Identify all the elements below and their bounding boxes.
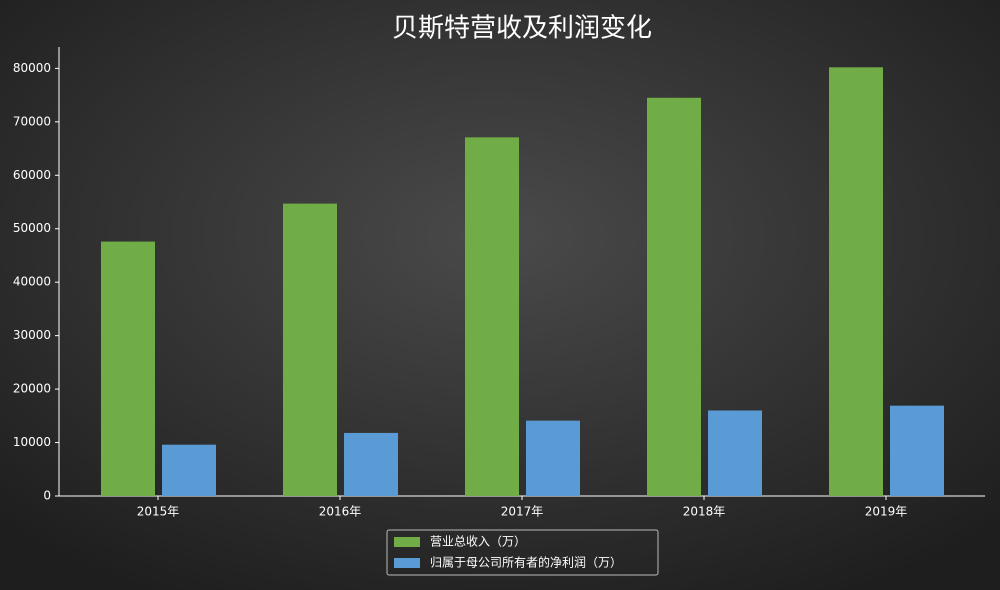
chart-title: 贝斯特营收及利润变化: [392, 14, 652, 44]
y-tick-label: 60000: [13, 168, 51, 182]
y-tick-label: 30000: [13, 328, 51, 342]
x-tick-label: 2017年: [501, 505, 544, 519]
bar: [283, 203, 337, 496]
y-tick-label: 50000: [13, 221, 51, 235]
y-tick-label: 20000: [13, 382, 51, 396]
y-tick-label: 80000: [13, 61, 51, 75]
y-tick-label: 40000: [13, 275, 51, 289]
bar: [829, 67, 883, 497]
bar: [708, 410, 762, 496]
bar: [890, 405, 944, 496]
x-tick-label: 2018年: [683, 505, 726, 519]
x-tick-label: 2015年: [137, 505, 180, 519]
bar: [162, 444, 216, 496]
bar: [344, 432, 398, 496]
y-tick-label: 0: [43, 489, 51, 503]
x-tick-label: 2016年: [319, 505, 362, 519]
y-tick-label: 10000: [13, 435, 51, 449]
y-tick-label: 70000: [13, 114, 51, 128]
legend-swatch: [394, 537, 420, 547]
bar: [647, 97, 701, 497]
x-tick-label: 2019年: [865, 505, 908, 519]
bar: [526, 420, 580, 496]
bar: [101, 241, 155, 496]
legend-swatch: [394, 558, 420, 568]
legend-label: 营业总收入（万）: [430, 535, 526, 549]
legend-box: [386, 529, 659, 576]
legend-label: 归属于母公司所有者的净利润（万）: [430, 555, 622, 570]
bar: [465, 137, 519, 496]
